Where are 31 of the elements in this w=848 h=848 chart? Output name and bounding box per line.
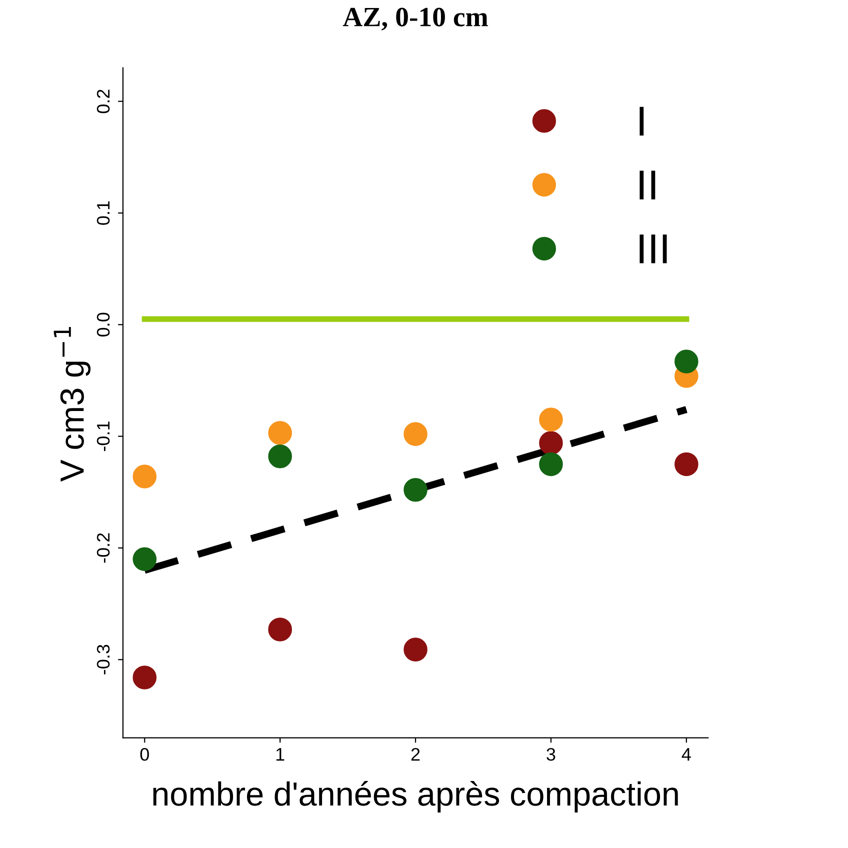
x-tick-label: 3 (546, 748, 556, 761)
legend-label: II (640, 170, 656, 200)
x-axis-title: nombre d'années après compaction (153, 780, 678, 812)
y-tick-label: 0.2 (96, 90, 110, 114)
y-tick-label: -0.1 (96, 422, 110, 452)
point (404, 478, 428, 502)
point (268, 444, 292, 468)
legend-label: III (640, 234, 667, 264)
point (132, 547, 157, 572)
point (674, 350, 698, 374)
y-tick-label: 0.0 (96, 312, 110, 336)
y-tick-label: -0.2 (96, 533, 110, 563)
point (539, 431, 563, 455)
point (404, 638, 428, 662)
y-tick-label: -0.3 (96, 644, 110, 674)
chart-title: AZ, 0-10 cm (342, 8, 488, 30)
point (404, 422, 428, 446)
x-tick-label: 1 (276, 748, 284, 761)
point (539, 408, 563, 432)
x-tick-label: 2 (411, 748, 420, 761)
y-axis-title: V cm3 g$^{−1}$ (54, 326, 91, 482)
point (132, 464, 157, 488)
point (674, 452, 698, 476)
legend-label: I (640, 106, 644, 136)
point (268, 618, 292, 642)
x-tick-label: 0 (140, 748, 149, 761)
y-tick-label: 0.1 (96, 201, 110, 225)
point (539, 452, 563, 476)
point (132, 666, 157, 690)
point (268, 421, 292, 445)
x-tick-label: 4 (682, 748, 691, 761)
